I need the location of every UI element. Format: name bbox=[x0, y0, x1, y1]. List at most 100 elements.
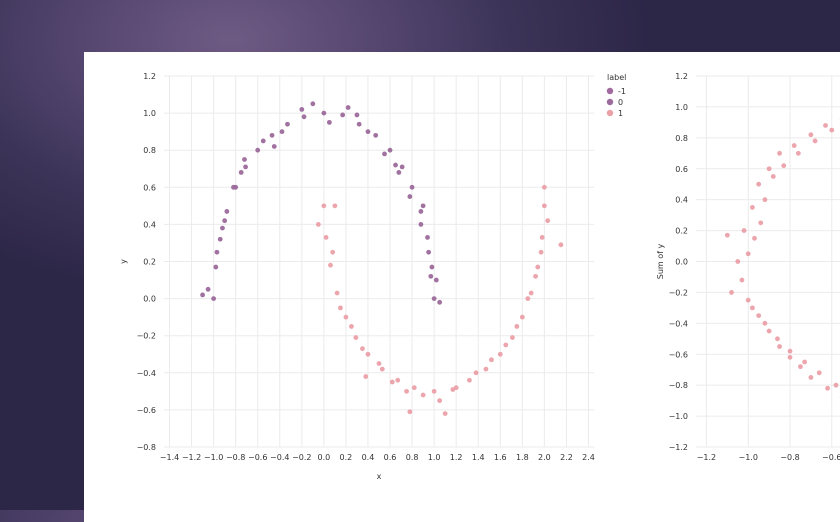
data-point bbox=[756, 182, 761, 187]
data-point bbox=[428, 274, 433, 279]
data-point bbox=[454, 385, 459, 390]
data-point bbox=[808, 375, 813, 380]
data-point bbox=[340, 113, 345, 118]
y-axis-label: y bbox=[119, 259, 128, 264]
data-point bbox=[432, 389, 437, 394]
data-point bbox=[220, 226, 225, 231]
data-point bbox=[426, 250, 431, 255]
y-tick-label: 0.4 bbox=[675, 196, 688, 205]
data-point bbox=[360, 346, 365, 351]
data-point bbox=[243, 164, 248, 169]
data-point bbox=[777, 151, 782, 156]
x-tick-label: 0.6 bbox=[384, 453, 397, 462]
data-point bbox=[346, 105, 351, 110]
x-tick-label: 0.8 bbox=[406, 453, 419, 462]
data-point bbox=[330, 250, 335, 255]
data-point bbox=[775, 336, 780, 341]
data-point bbox=[798, 364, 803, 369]
data-point bbox=[434, 278, 439, 283]
x-tick-label: −1.2 bbox=[182, 453, 201, 462]
y-tick-label: 0.6 bbox=[143, 183, 156, 192]
data-point bbox=[299, 107, 304, 112]
data-point bbox=[400, 164, 405, 169]
data-point bbox=[750, 205, 755, 210]
y-tick-label: −0.2 bbox=[669, 288, 688, 297]
data-point bbox=[529, 291, 534, 296]
x-tick-label: −0.6 bbox=[248, 453, 267, 462]
data-point bbox=[503, 343, 508, 348]
data-point bbox=[418, 222, 423, 227]
data-point bbox=[829, 128, 834, 133]
data-point bbox=[355, 113, 360, 118]
data-point bbox=[224, 209, 229, 214]
y-axis-label: Sum of y bbox=[656, 244, 665, 280]
x-tick-label: −0.6 bbox=[822, 453, 840, 462]
y-tick-label: 0.0 bbox=[143, 295, 156, 304]
data-point bbox=[211, 296, 216, 301]
data-point bbox=[366, 129, 371, 134]
data-point bbox=[242, 157, 247, 162]
x-tick-label: 1.8 bbox=[516, 453, 529, 462]
data-point bbox=[788, 355, 793, 360]
data-point bbox=[324, 235, 329, 240]
x-tick-label: −1.4 bbox=[160, 453, 179, 462]
data-point bbox=[823, 123, 828, 128]
data-point bbox=[767, 329, 772, 334]
y-tick-label: 0.2 bbox=[143, 258, 156, 267]
data-point bbox=[310, 101, 315, 106]
data-point bbox=[393, 163, 398, 168]
data-point bbox=[729, 290, 734, 295]
data-point bbox=[542, 185, 547, 190]
data-point bbox=[373, 133, 378, 138]
data-point bbox=[539, 250, 544, 255]
data-point bbox=[255, 148, 260, 153]
data-point bbox=[750, 305, 755, 310]
x-tick-label: 0.4 bbox=[362, 453, 375, 462]
x-tick-label: −0.8 bbox=[226, 453, 245, 462]
data-point bbox=[366, 352, 371, 357]
y-tick-label: 1.2 bbox=[675, 72, 688, 81]
data-point bbox=[418, 209, 423, 214]
legend-marker bbox=[607, 110, 613, 116]
data-point bbox=[535, 265, 540, 270]
legend-label: -1 bbox=[618, 87, 626, 96]
y-tick-label: −0.8 bbox=[137, 443, 156, 452]
data-point bbox=[525, 296, 530, 301]
legend-title: label bbox=[607, 73, 626, 82]
data-point bbox=[363, 374, 368, 379]
y-tick-label: 1.0 bbox=[675, 103, 688, 112]
data-point bbox=[407, 194, 412, 199]
data-point bbox=[272, 144, 277, 149]
data-point bbox=[735, 259, 740, 264]
y-tick-label: 0.8 bbox=[143, 146, 156, 155]
y-tick-label: 1.2 bbox=[143, 72, 156, 81]
x-tick-label: 1.0 bbox=[428, 453, 441, 462]
data-point bbox=[792, 143, 797, 148]
data-point bbox=[437, 398, 442, 403]
data-point bbox=[270, 133, 275, 138]
data-point bbox=[740, 278, 745, 283]
data-point bbox=[533, 274, 538, 279]
data-point bbox=[395, 378, 400, 383]
data-point bbox=[545, 218, 550, 223]
data-point bbox=[817, 370, 822, 375]
y-tick-label: −0.6 bbox=[137, 406, 156, 415]
data-point bbox=[467, 378, 472, 383]
data-point bbox=[261, 139, 266, 144]
data-point bbox=[388, 148, 393, 153]
x-tick-label: 1.2 bbox=[450, 453, 463, 462]
data-point bbox=[353, 335, 358, 340]
data-point bbox=[302, 114, 307, 119]
legend: label-101 bbox=[607, 73, 627, 118]
y-tick-label: −0.4 bbox=[669, 319, 688, 328]
x-tick-label: −1.2 bbox=[697, 453, 716, 462]
data-point bbox=[725, 233, 730, 238]
data-point bbox=[218, 237, 223, 242]
data-point bbox=[327, 120, 332, 125]
data-point bbox=[357, 122, 362, 127]
x-tick-label: 1.6 bbox=[494, 453, 507, 462]
data-point bbox=[410, 185, 415, 190]
x-tick-label: −0.8 bbox=[780, 453, 799, 462]
